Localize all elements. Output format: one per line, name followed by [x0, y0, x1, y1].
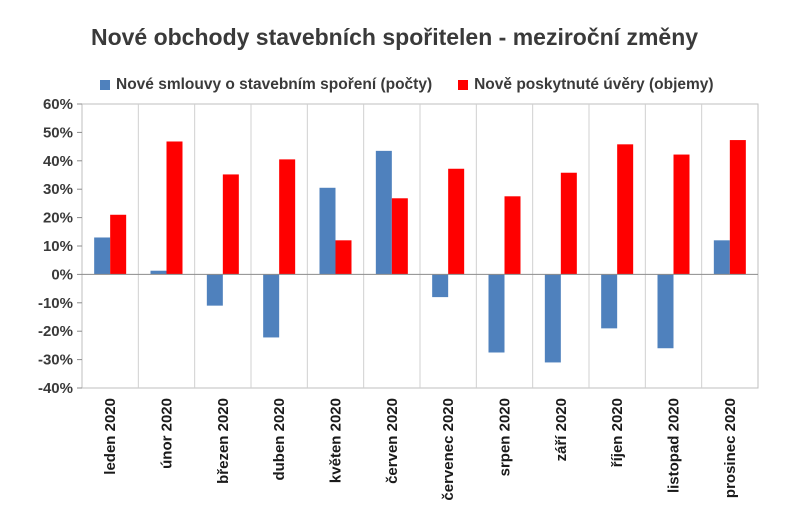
y-tick-label: 30%: [43, 181, 73, 198]
y-tick-label: 0%: [51, 266, 73, 283]
category-label: prosinec 2020: [722, 398, 739, 498]
category-label: listopad 2020: [666, 398, 683, 493]
legend-label-smlouvy: Nové smlouvy o stavebním spoření (počty): [116, 76, 433, 93]
chart-title: Nové obchody stavebních spořitelen - mez…: [90, 24, 699, 50]
bar-smlouvy: [263, 274, 280, 338]
legend-item-smlouvy: Nové smlouvy o stavebním spoření (počty): [100, 76, 432, 94]
bar-uvery: [279, 159, 296, 275]
category-label: květen 2020: [328, 398, 345, 483]
bar-uvery: [110, 214, 127, 275]
category-label: leden 2020: [102, 398, 119, 475]
category-label: červenec 2020: [440, 398, 457, 501]
bar-smlouvy: [713, 240, 730, 275]
y-tick-label: 10%: [43, 238, 73, 255]
category-label: březen 2020: [215, 398, 232, 484]
y-tick-label: 40%: [43, 153, 73, 170]
bar-smlouvy: [319, 187, 336, 275]
bar-uvery: [617, 144, 634, 275]
bar-uvery: [673, 154, 690, 275]
bar-smlouvy: [206, 274, 223, 306]
bar-smlouvy: [94, 237, 111, 275]
bar-smlouvy: [150, 270, 167, 275]
bar-smlouvy: [657, 274, 674, 349]
category-label: říjen 2020: [609, 398, 626, 467]
category-label: červen 2020: [384, 398, 401, 484]
bar-uvery: [335, 240, 352, 275]
y-tick-label: -30%: [38, 352, 73, 369]
category-label: únor 2020: [159, 398, 176, 469]
y-tick-label: -20%: [38, 323, 73, 340]
legend: Nové smlouvy o stavebním spoření (počty)…: [100, 76, 760, 94]
y-tick-label: -10%: [38, 295, 73, 312]
bar-uvery: [391, 198, 408, 275]
legend-label-uvery: Nově poskytnuté úvěry (objemy): [474, 76, 714, 93]
legend-swatch-uvery: [458, 80, 469, 90]
legend-swatch-smlouvy: [100, 80, 110, 90]
bar-uvery: [504, 196, 521, 275]
bar-smlouvy: [432, 274, 449, 298]
y-tick-label: 20%: [43, 210, 73, 227]
category-label: srpen 2020: [497, 398, 514, 476]
bar-uvery: [222, 174, 239, 275]
y-tick-label: 60%: [43, 96, 73, 113]
legend-item-uvery: Nově poskytnuté úvěry (objemy): [458, 76, 714, 94]
bar-uvery: [448, 168, 465, 275]
category-label: duben 2020: [271, 398, 288, 481]
bar-uvery: [560, 172, 577, 275]
bar-smlouvy: [544, 274, 561, 363]
category-label: září 2020: [553, 398, 570, 461]
bar-smlouvy: [601, 274, 618, 329]
bar-smlouvy: [375, 150, 392, 275]
bar-uvery: [166, 141, 183, 275]
bar-smlouvy: [488, 274, 505, 353]
bar-uvery: [729, 140, 746, 275]
y-tick-label: 50%: [43, 124, 73, 141]
y-tick-label: -40%: [38, 380, 73, 397]
